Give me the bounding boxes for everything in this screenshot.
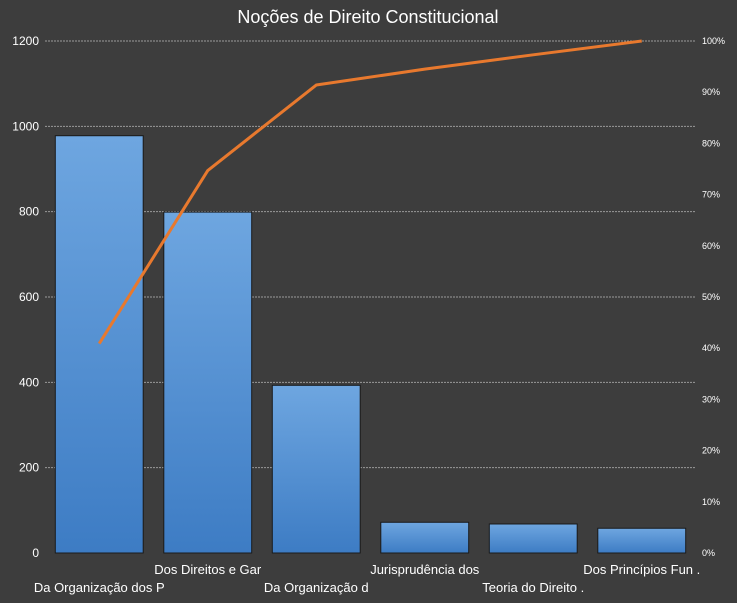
y2-tick-label: 30%: [702, 394, 720, 404]
x-category-label: Dos Direitos e Gar: [154, 562, 262, 577]
x-category-label: Dos Princípios Fun .: [583, 562, 700, 577]
y-axis-left: 0 200 400 600 800 1000 1200: [12, 34, 39, 560]
y-tick-label: 200: [19, 461, 39, 475]
y2-tick-label: 50%: [702, 292, 720, 302]
y-tick-label: 1200: [12, 34, 39, 48]
bars: [54, 135, 687, 554]
y-tick-label: 600: [19, 290, 39, 304]
y-tick-label: 0: [32, 546, 39, 560]
y2-tick-label: 60%: [702, 241, 720, 251]
bar: [271, 384, 361, 554]
y2-tick-label: 100%: [702, 36, 725, 46]
y2-tick-label: 0%: [702, 548, 715, 558]
bar: [54, 135, 144, 554]
y2-tick-label: 10%: [702, 497, 720, 507]
bar: [597, 527, 687, 554]
y2-tick-label: 70%: [702, 190, 720, 200]
bar: [163, 211, 253, 554]
y-tick-label: 1000: [12, 119, 39, 133]
bar: [380, 521, 470, 554]
y-axis-right: 0% 10% 20% 30% 40% 50% 60% 70% 80% 90% 100%: [702, 36, 725, 558]
x-category-label: Jurisprudência dos: [370, 562, 480, 577]
y2-tick-label: 40%: [702, 343, 720, 353]
gridlines: [45, 40, 696, 469]
bar: [488, 523, 578, 554]
x-category-label: Teoria do Direito .: [482, 580, 584, 595]
y-tick-label: 400: [19, 375, 39, 389]
y2-tick-label: 20%: [702, 446, 720, 456]
x-category-label: Da Organização d: [264, 580, 369, 595]
cumulative-series-line: [97, 39, 642, 345]
x-axis: Da Organização dos P Dos Direitos e GarDa…: [34, 562, 700, 595]
chart-title: Noções de Direito Constitucional: [237, 7, 498, 27]
y-tick-label: 800: [19, 205, 39, 219]
y2-tick-label: 80%: [702, 138, 720, 148]
cumulative-line: [97, 39, 642, 345]
y2-tick-label: 90%: [702, 87, 720, 97]
x-category-label: Da Organização dos P: [34, 580, 165, 595]
